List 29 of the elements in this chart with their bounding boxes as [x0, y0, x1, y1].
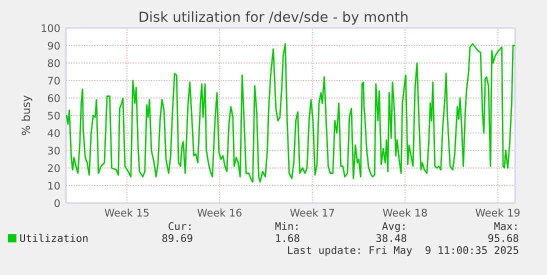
- x-tick-label: Week 16: [197, 208, 242, 217]
- x-tick-label: Week 17: [290, 208, 334, 217]
- y-tick-label: 20: [48, 164, 60, 172]
- text: Max:: [494, 222, 516, 230]
- legend-label: Utilization: [20, 234, 88, 242]
- y-tick-label: 10: [48, 182, 60, 190]
- y-axis-title: % busy: [21, 96, 32, 136]
- y-tick-label: 50: [48, 112, 60, 120]
- chart-title: Disk utilization for /dev/sde - by month: [140, 11, 408, 25]
- text: 1.68: [276, 234, 300, 242]
- y-tick-label: 90: [48, 42, 60, 50]
- text: 95.68: [488, 234, 518, 242]
- y-tick-label: 30: [48, 146, 60, 155]
- text: Cur:: [168, 222, 190, 230]
- text: 89.69: [162, 234, 192, 242]
- y-tick-label: 60: [48, 94, 60, 102]
- y-tick-label: 40: [48, 129, 60, 138]
- y-tick-label: 100: [42, 24, 60, 32]
- x-tick-label: Week 15: [104, 208, 149, 217]
- x-tick-label: Week 18: [382, 208, 427, 217]
- text: Avg:: [382, 222, 404, 232]
- y-tick-label: 70: [48, 76, 60, 85]
- text: Min:: [275, 222, 298, 230]
- text: Last update: Fri May 9 11:00:35 2025: [288, 246, 518, 256]
- x-tick-label: Week 19: [476, 208, 520, 217]
- text: 38.48: [376, 234, 406, 242]
- y-tick-label: 0: [54, 199, 60, 208]
- y-tick-label: 80: [48, 59, 60, 68]
- line-series: [66, 43, 515, 183]
